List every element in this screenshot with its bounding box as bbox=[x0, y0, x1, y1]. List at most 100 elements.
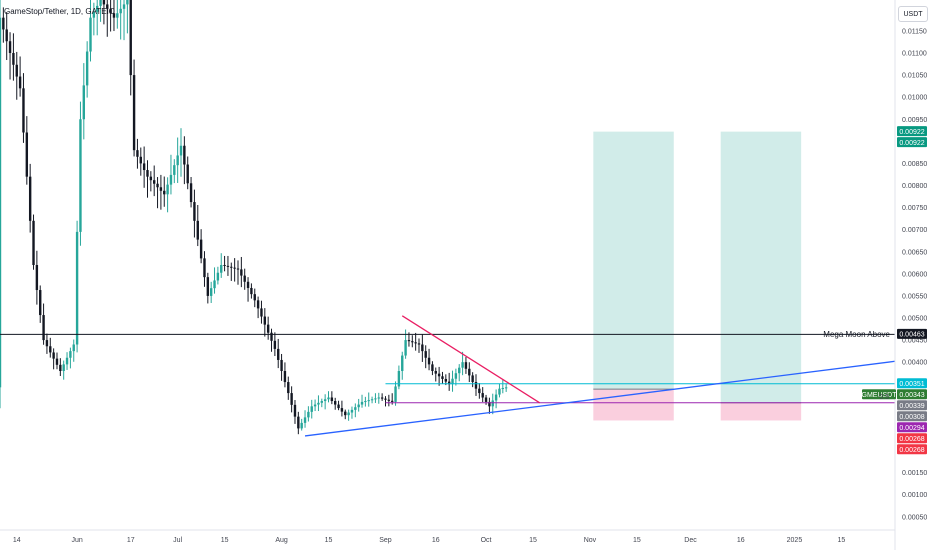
candle-body bbox=[437, 373, 441, 377]
candle-body bbox=[152, 180, 156, 184]
candle-body bbox=[458, 367, 461, 374]
candle-body bbox=[474, 382, 478, 389]
x-tick-label: 2025 bbox=[787, 537, 803, 544]
candle-body bbox=[193, 202, 196, 221]
candle-body bbox=[501, 388, 505, 390]
candle-body bbox=[447, 381, 451, 385]
y-tick-label: 0.00450 bbox=[902, 338, 927, 345]
candle-body bbox=[464, 362, 468, 369]
candle-body bbox=[45, 340, 49, 347]
price-badge bbox=[897, 422, 927, 433]
x-tick-label: 15 bbox=[633, 537, 641, 544]
candle-body bbox=[478, 388, 481, 394]
symbol-badge-text: GMEUSDT bbox=[862, 392, 898, 399]
price-badge-text: 0.00922 bbox=[899, 140, 924, 147]
candle-body bbox=[75, 231, 79, 345]
candle-body bbox=[441, 376, 444, 379]
candle-body bbox=[374, 398, 377, 400]
candle-body bbox=[360, 401, 364, 405]
price-badge bbox=[897, 389, 927, 400]
candle-body bbox=[49, 346, 52, 353]
candle-body bbox=[199, 239, 203, 259]
candle-body bbox=[22, 88, 25, 133]
y-tick-label: 0.00100 bbox=[902, 492, 927, 499]
candle-body bbox=[59, 364, 62, 371]
candle-body bbox=[320, 401, 323, 403]
candle-body bbox=[461, 362, 464, 368]
x-tick-label: Jul bbox=[173, 537, 182, 544]
y-tick-label: 0.00850 bbox=[902, 161, 927, 168]
candle-body bbox=[109, 8, 112, 14]
candle-body bbox=[102, 0, 106, 5]
candle-body bbox=[139, 156, 142, 164]
candle-body bbox=[122, 4, 126, 9]
candle-body bbox=[189, 183, 193, 203]
price-badge bbox=[897, 444, 927, 455]
candle-body bbox=[12, 53, 15, 65]
candle-body bbox=[132, 75, 136, 151]
y-tick-label: 0.00400 bbox=[902, 360, 927, 367]
candle-body bbox=[99, 0, 102, 6]
candle-body bbox=[444, 378, 448, 382]
currency-button[interactable]: USDT bbox=[898, 6, 928, 22]
candle-body bbox=[35, 265, 39, 291]
candle-body bbox=[96, 5, 99, 12]
candle-body bbox=[183, 145, 186, 165]
y-tick-label: 0.01150 bbox=[902, 28, 927, 35]
candle-body bbox=[390, 400, 394, 402]
candle-body bbox=[266, 324, 270, 333]
candle-body bbox=[62, 364, 65, 371]
candle-body bbox=[394, 386, 397, 402]
candle-body bbox=[424, 351, 427, 358]
candle-body bbox=[380, 397, 384, 399]
candle-body bbox=[163, 190, 166, 195]
y-tick-label: 0.00700 bbox=[902, 227, 927, 234]
candle-body bbox=[431, 364, 434, 371]
y-tick-label: 0.00150 bbox=[902, 470, 927, 477]
y-tick-label: 0.00950 bbox=[902, 117, 927, 124]
candle-body bbox=[203, 258, 206, 278]
candle-body bbox=[287, 382, 290, 394]
price-badge-text: 0.00463 bbox=[899, 332, 924, 339]
price-badge-text: 0.00294 bbox=[899, 425, 924, 432]
y-tick-label: 0.00550 bbox=[902, 293, 927, 300]
candle-body bbox=[256, 300, 260, 309]
candle-body bbox=[106, 4, 109, 9]
candle-body bbox=[220, 265, 223, 273]
x-tick-label: Dec bbox=[684, 537, 697, 544]
y-tick-label: 0.00750 bbox=[902, 205, 927, 212]
candle-body bbox=[263, 316, 267, 325]
candle-body bbox=[417, 343, 421, 345]
price-badge-text: 0.00351 bbox=[899, 381, 924, 388]
x-tick-label: 15 bbox=[529, 537, 537, 544]
candle-body bbox=[307, 411, 310, 418]
candle-body bbox=[387, 399, 391, 401]
candle-body bbox=[119, 8, 122, 14]
mega-moon-annotation: Mega Moon Above bbox=[823, 330, 890, 339]
candle-body bbox=[65, 357, 69, 365]
candle-body bbox=[186, 164, 189, 184]
x-axis: 14 Jun 17 Jul 15 Aug 15 Sep 16 Oct 15 Nov 15 Dec 16 202… bbox=[13, 537, 845, 544]
price-labels: 0.00922 0.00922 0.00463 0.00351 0.00343 0.003… bbox=[862, 126, 927, 455]
y-tick-label: 0.00600 bbox=[902, 271, 927, 278]
candle-body bbox=[317, 402, 320, 405]
stop-zone-2 bbox=[720, 402, 802, 421]
candle-body bbox=[300, 422, 303, 429]
candle-body bbox=[414, 342, 417, 344]
price-badge-text: 0.00339 bbox=[899, 403, 924, 410]
price-badge bbox=[897, 378, 927, 389]
trendline-lower bbox=[304, 360, 896, 437]
x-tick-label: Aug bbox=[275, 537, 288, 544]
candle-body bbox=[250, 287, 253, 295]
candle-body bbox=[451, 378, 454, 385]
candle-body bbox=[146, 170, 149, 177]
price-badge bbox=[897, 328, 927, 339]
candle-body bbox=[327, 397, 330, 400]
candle-body bbox=[297, 416, 300, 429]
candle-body bbox=[15, 64, 18, 77]
candle-body bbox=[129, 0, 132, 76]
candle-body bbox=[454, 373, 458, 379]
candle-body bbox=[313, 404, 317, 407]
candle-body bbox=[28, 176, 32, 221]
